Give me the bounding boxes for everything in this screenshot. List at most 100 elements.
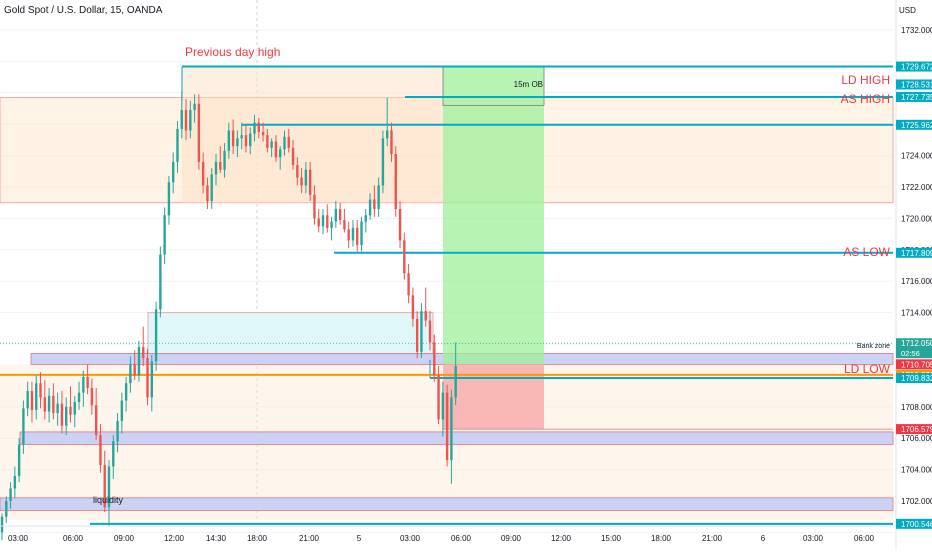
- candle: [386, 130, 389, 139]
- candle: [313, 194, 316, 219]
- long-profit-zone: [443, 66, 544, 365]
- price-tick-label: 1722.000: [901, 183, 932, 192]
- candle: [159, 254, 162, 310]
- candle: [274, 141, 278, 158]
- price-label-box: [896, 79, 932, 90]
- time-tick-label: 03:00: [400, 534, 421, 543]
- price-label-text: 1727.735: [901, 93, 932, 102]
- candle: [197, 103, 201, 162]
- candle: [120, 400, 124, 421]
- candle: [52, 395, 55, 414]
- candle: [300, 177, 303, 186]
- time-tick-label: 09:00: [501, 534, 522, 543]
- price-label-box: [896, 119, 932, 130]
- candle: [249, 133, 252, 147]
- candle: [65, 406, 68, 426]
- currency-label: USD: [899, 6, 916, 15]
- candle: [257, 122, 260, 133]
- candle: [407, 273, 410, 296]
- candle: [351, 227, 355, 241]
- time-tick-label: 12:00: [551, 534, 572, 543]
- candle: [266, 135, 269, 148]
- candle: [411, 295, 415, 319]
- candle: [428, 320, 432, 343]
- candle: [35, 383, 38, 410]
- countdown-label: 02:56: [901, 349, 920, 358]
- candle: [30, 391, 34, 410]
- price-label-text: 1712.050: [901, 339, 932, 348]
- time-tick-label: 06:00: [854, 534, 875, 543]
- candle: [403, 240, 406, 274]
- price-tick-label: 1706.000: [901, 434, 932, 443]
- time-tick-label: 03:00: [803, 534, 824, 543]
- candle: [77, 392, 81, 403]
- candle: [60, 403, 64, 426]
- price-tick-label: 1732.000: [901, 26, 932, 35]
- candle: [210, 174, 213, 202]
- candle: [9, 488, 12, 501]
- candle: [94, 405, 98, 436]
- candle: [90, 387, 94, 406]
- candle: [283, 136, 286, 150]
- time-tick-label: 06:00: [63, 534, 84, 543]
- price-label-text: 1728.531: [901, 80, 932, 89]
- candle: [373, 199, 376, 209]
- price-tick-label: 1714.000: [901, 309, 932, 318]
- price-tick-label: 1708.000: [901, 403, 932, 412]
- candle: [184, 110, 188, 131]
- candle: [227, 130, 231, 151]
- candle: [129, 364, 132, 384]
- candle: [69, 406, 72, 415]
- candle: [17, 444, 21, 476]
- candle: [437, 375, 440, 420]
- candle: [107, 466, 111, 508]
- candle: [424, 311, 427, 321]
- candle: [454, 365, 457, 398]
- time-tick-label: 18:00: [247, 534, 268, 543]
- candle: [201, 161, 205, 186]
- candle: [347, 229, 350, 241]
- candle: [441, 392, 445, 420]
- candle: [112, 441, 115, 467]
- candle: [308, 169, 312, 195]
- price-label-box: [896, 424, 932, 435]
- candle: [176, 128, 179, 162]
- candle: [150, 361, 153, 398]
- candle: [338, 208, 342, 220]
- cyan-fvg-zone: [147, 312, 434, 356]
- candle: [99, 435, 102, 465]
- candle: [231, 130, 235, 147]
- ld-low-label: LD LOW: [844, 362, 891, 376]
- price-tick-label: 1724.000: [901, 152, 932, 161]
- candle: [39, 383, 42, 398]
- candle: [253, 122, 256, 134]
- lower-blue-zone: [19, 431, 894, 445]
- candle: [133, 364, 136, 376]
- candle: [43, 397, 46, 412]
- candle: [244, 135, 248, 147]
- price-tick-label: 1720.000: [901, 214, 932, 223]
- candle: [326, 215, 329, 228]
- candle: [279, 149, 282, 158]
- candle: [270, 141, 273, 148]
- candle: [334, 208, 338, 222]
- price-label-text: 1729.672: [901, 63, 932, 72]
- candle: [206, 185, 209, 202]
- candle: [73, 402, 76, 415]
- price-label-box: [896, 61, 932, 72]
- candle: [398, 208, 402, 241]
- as-low-label: AS LOW: [843, 245, 890, 259]
- candle: [394, 154, 397, 209]
- candle: [377, 185, 380, 209]
- candle: [321, 215, 325, 227]
- candle: [360, 221, 363, 246]
- candle: [445, 392, 449, 461]
- time-tick-label: 15:00: [601, 534, 622, 543]
- candle: [82, 376, 85, 393]
- candle: [291, 147, 295, 166]
- previous-day-high-label: Previous day high: [185, 45, 280, 59]
- price-label-box: [896, 359, 932, 370]
- price-label-box: [896, 518, 932, 529]
